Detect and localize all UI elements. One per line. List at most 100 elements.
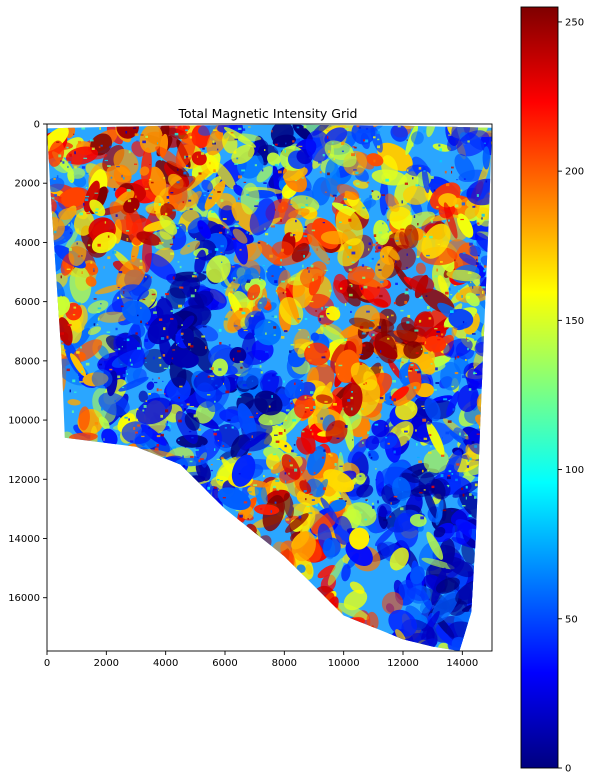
heatmap-speckle bbox=[319, 318, 321, 321]
heatmap-speckle bbox=[58, 488, 61, 491]
heatmap-speckle bbox=[190, 294, 195, 298]
heatmap-cell bbox=[319, 324, 347, 345]
heatmap-speckle bbox=[247, 279, 251, 282]
heatmap-speckle bbox=[81, 126, 86, 130]
heatmap-speckle bbox=[485, 293, 489, 296]
x-axis: 0 2000 4000 6000 8000 10000 12000 14000 bbox=[44, 651, 478, 669]
heatmap-speckle bbox=[163, 367, 168, 369]
heatmap-speckle bbox=[261, 169, 264, 172]
heatmap-speckle bbox=[407, 314, 411, 318]
heatmap-cell bbox=[356, 484, 374, 498]
heatmap-cell bbox=[254, 504, 280, 515]
heatmap-cell bbox=[307, 233, 330, 265]
heatmap-cell bbox=[120, 525, 145, 545]
heatmap-cell bbox=[424, 489, 438, 519]
heatmap-cell bbox=[231, 454, 256, 487]
heatmap-speckle bbox=[175, 126, 178, 129]
heatmap-speckle bbox=[406, 139, 408, 141]
heatmap-speckle bbox=[91, 489, 95, 492]
heatmap-speckle bbox=[222, 226, 226, 229]
heatmap-cell bbox=[156, 297, 173, 324]
heatmap-speckle bbox=[368, 242, 372, 245]
heatmap-speckle bbox=[128, 418, 130, 421]
heatmap-speckle bbox=[429, 235, 433, 239]
heatmap-cell bbox=[155, 146, 183, 168]
heatmap-cell bbox=[82, 443, 119, 462]
heatmap-speckle bbox=[362, 206, 366, 209]
heatmap-speckle bbox=[218, 231, 223, 234]
heatmap-speckle bbox=[62, 161, 65, 164]
heatmap-speckle bbox=[311, 229, 316, 232]
heatmap-cell bbox=[93, 594, 124, 624]
heatmap-speckle bbox=[170, 192, 174, 194]
heatmap-speckle bbox=[475, 293, 480, 296]
heatmap-speckle bbox=[215, 202, 217, 204]
heatmap-cell bbox=[84, 310, 106, 330]
heatmap-speckle bbox=[306, 506, 310, 508]
heatmap-speckle bbox=[461, 487, 464, 491]
heatmap-cell bbox=[155, 538, 174, 563]
heatmap-speckle bbox=[290, 233, 293, 237]
heatmap-speckle bbox=[351, 153, 356, 157]
heatmap-speckle bbox=[434, 328, 438, 330]
heatmap-speckle bbox=[257, 242, 261, 244]
heatmap-cell bbox=[82, 529, 102, 547]
heatmap-speckle bbox=[200, 458, 204, 460]
heatmap-speckle bbox=[333, 403, 337, 406]
heatmap-speckle bbox=[466, 465, 469, 468]
heatmap-speckle bbox=[324, 269, 329, 271]
heatmap-speckle bbox=[125, 131, 128, 134]
heatmap-speckle bbox=[477, 222, 480, 225]
heatmap-speckle bbox=[423, 437, 428, 440]
heatmap-cell bbox=[48, 446, 81, 462]
heatmap-speckle bbox=[275, 440, 280, 443]
heatmap-speckle bbox=[49, 299, 53, 303]
heatmap-speckle bbox=[353, 169, 357, 171]
heatmap-speckle bbox=[467, 348, 469, 351]
heatmap-speckle bbox=[140, 320, 142, 324]
heatmap-speckle bbox=[134, 163, 138, 165]
heatmap-speckle bbox=[122, 468, 126, 470]
heatmap-speckle bbox=[378, 269, 382, 271]
heatmap-speckle bbox=[182, 455, 184, 459]
heatmap-speckle bbox=[408, 370, 412, 372]
heatmap-speckle bbox=[78, 373, 81, 377]
heatmap-speckle bbox=[109, 145, 112, 149]
heatmap-cell bbox=[402, 185, 429, 205]
heatmap-speckle bbox=[456, 179, 459, 181]
heatmap-cell bbox=[201, 179, 214, 192]
heatmap-speckle bbox=[159, 389, 162, 391]
heatmap-speckle bbox=[274, 501, 277, 504]
heatmap-speckle bbox=[472, 286, 474, 289]
heatmap-cell bbox=[194, 498, 210, 514]
heatmap-speckle bbox=[488, 273, 490, 275]
heatmap-speckle bbox=[476, 258, 478, 261]
heatmap-speckle bbox=[212, 129, 217, 131]
heatmap-speckle bbox=[337, 497, 341, 499]
heatmap-cell bbox=[279, 297, 304, 326]
heatmap-speckle bbox=[483, 377, 485, 380]
heatmap-speckle bbox=[206, 518, 211, 522]
heatmap-speckle bbox=[372, 243, 376, 247]
heatmap-speckle bbox=[70, 179, 72, 182]
heatmap-speckle bbox=[488, 202, 490, 205]
heatmap-speckle bbox=[166, 196, 170, 199]
heatmap-speckle bbox=[492, 150, 496, 152]
heatmap-speckle bbox=[308, 512, 313, 514]
heatmap-speckle bbox=[73, 306, 77, 309]
heatmap-cell bbox=[49, 431, 62, 445]
heatmap-speckle bbox=[195, 449, 199, 451]
heatmap-cell bbox=[80, 496, 110, 515]
heatmap-speckle bbox=[292, 234, 296, 236]
heatmap-cell bbox=[54, 589, 74, 617]
heatmap-speckle bbox=[454, 372, 459, 375]
heatmap-speckle bbox=[467, 340, 470, 342]
heatmap-speckle bbox=[81, 255, 83, 257]
heatmap-speckle bbox=[377, 323, 380, 326]
heatmap-speckle bbox=[166, 469, 170, 471]
heatmap-speckle bbox=[253, 484, 258, 487]
heatmap-cell bbox=[76, 475, 88, 488]
heatmap-cell bbox=[133, 535, 143, 556]
heatmap-speckle bbox=[84, 478, 88, 481]
heatmap-cell bbox=[134, 449, 143, 463]
